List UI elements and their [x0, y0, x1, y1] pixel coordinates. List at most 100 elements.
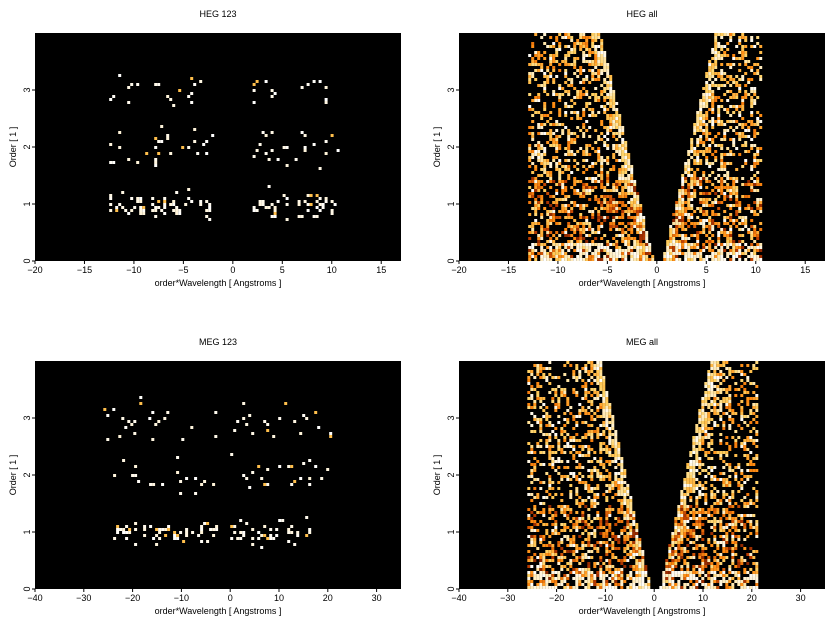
heatmap-cell [109, 203, 113, 206]
heatmap-cell [546, 69, 550, 72]
heatmap-cell [635, 568, 639, 571]
heatmap-cell [557, 385, 561, 388]
heatmap-cell [680, 502, 684, 505]
heatmap-cell [722, 481, 726, 484]
heatmap-cell [148, 417, 152, 420]
heatmap-cell [623, 472, 627, 475]
heatmap-cell [696, 231, 700, 234]
heatmap-cell [701, 547, 705, 550]
heatmap-cell [630, 231, 634, 234]
heatmap-cell [624, 180, 628, 183]
heatmap-cell [620, 583, 624, 586]
heatmap-cell [569, 412, 573, 415]
heatmap-cell [687, 243, 691, 246]
heatmap-cell [581, 436, 585, 439]
heatmap-cell [605, 511, 609, 514]
heatmap-cell [560, 529, 564, 532]
heatmap-cell [741, 75, 745, 78]
heatmap-cell [759, 147, 763, 150]
heatmap-cell [575, 547, 579, 550]
heatmap-cell [639, 210, 643, 213]
heatmap-cell [133, 432, 137, 435]
heatmap-cell [603, 63, 607, 66]
heatmap-cell [537, 111, 541, 114]
heatmap-cell [567, 225, 571, 228]
heatmap-cell [641, 556, 645, 559]
heatmap-cell [554, 427, 558, 430]
heatmap-cell [143, 528, 147, 531]
heatmap-cell [633, 240, 637, 243]
heatmap-cell [749, 526, 753, 529]
heatmap-cell [717, 240, 721, 243]
heatmap-cell [543, 171, 547, 174]
heatmap-cell [587, 406, 591, 409]
heatmap-cell [564, 231, 568, 234]
heatmap-cell [614, 439, 618, 442]
heatmap-cell [302, 462, 306, 465]
heatmap-cell [752, 442, 756, 445]
heatmap-cell [617, 547, 621, 550]
heatmap-cell [707, 421, 711, 424]
heatmap-cell [678, 249, 682, 252]
heatmap-cell [735, 189, 739, 192]
heatmap-cell [552, 66, 556, 69]
heatmap-cell [166, 137, 170, 140]
heatmap-cell [722, 556, 726, 559]
heatmap-cell [680, 499, 684, 502]
heatmap-cell [528, 237, 532, 240]
heatmap-cell [546, 231, 550, 234]
heatmap-cell [618, 171, 622, 174]
heatmap-cell [587, 550, 591, 553]
heatmap-cell [582, 207, 586, 210]
heatmap-cell [666, 252, 670, 255]
heatmap-cell [603, 66, 607, 69]
heatmap-cell [681, 189, 685, 192]
heatmap-cell [744, 252, 748, 255]
heatmap-cell [558, 114, 562, 117]
heatmap-cell [738, 84, 742, 87]
heatmap-cell [755, 454, 759, 457]
heatmap-cell [747, 120, 751, 123]
heatmap-cell [633, 183, 637, 186]
heatmap-cell [534, 243, 538, 246]
heatmap-cell [750, 96, 754, 99]
heatmap-cell [551, 544, 555, 547]
heatmap-cell [624, 258, 628, 261]
heatmap-cell [744, 129, 748, 132]
heatmap-cell [755, 583, 759, 586]
heatmap-cell [563, 475, 567, 478]
heatmap-cell [714, 243, 718, 246]
heatmap-cell [596, 430, 600, 433]
heatmap-cell [560, 553, 564, 556]
heatmap-cell [605, 544, 609, 547]
heatmap-cell [621, 222, 625, 225]
heatmap-cell [671, 568, 675, 571]
heatmap-cell [618, 201, 622, 204]
heatmap-cell [719, 364, 723, 367]
heatmap-cell [690, 138, 694, 141]
heatmap-cell [557, 544, 561, 547]
heatmap-cell [692, 442, 696, 445]
heatmap-cell [728, 400, 732, 403]
heatmap-cell [537, 51, 541, 54]
heatmap-cell [735, 120, 739, 123]
heatmap-cell [252, 83, 256, 86]
heatmap-cell [731, 577, 735, 580]
heatmap-cell [554, 514, 558, 517]
heatmap-cell [708, 228, 712, 231]
heatmap-cell [720, 183, 724, 186]
heatmap-cell [738, 78, 742, 81]
heatmap-cell [743, 391, 747, 394]
heatmap-cell [578, 454, 582, 457]
heatmap-cell [729, 114, 733, 117]
heatmap-cell [717, 225, 721, 228]
heatmap-cell [257, 537, 261, 540]
heatmap-cell [582, 135, 586, 138]
heatmap-cell [719, 415, 723, 418]
heatmap-cell [696, 246, 700, 249]
heatmap-cell [537, 243, 541, 246]
heatmap-cell [726, 174, 730, 177]
heatmap-cell [200, 540, 204, 543]
heatmap-cell [527, 565, 531, 568]
